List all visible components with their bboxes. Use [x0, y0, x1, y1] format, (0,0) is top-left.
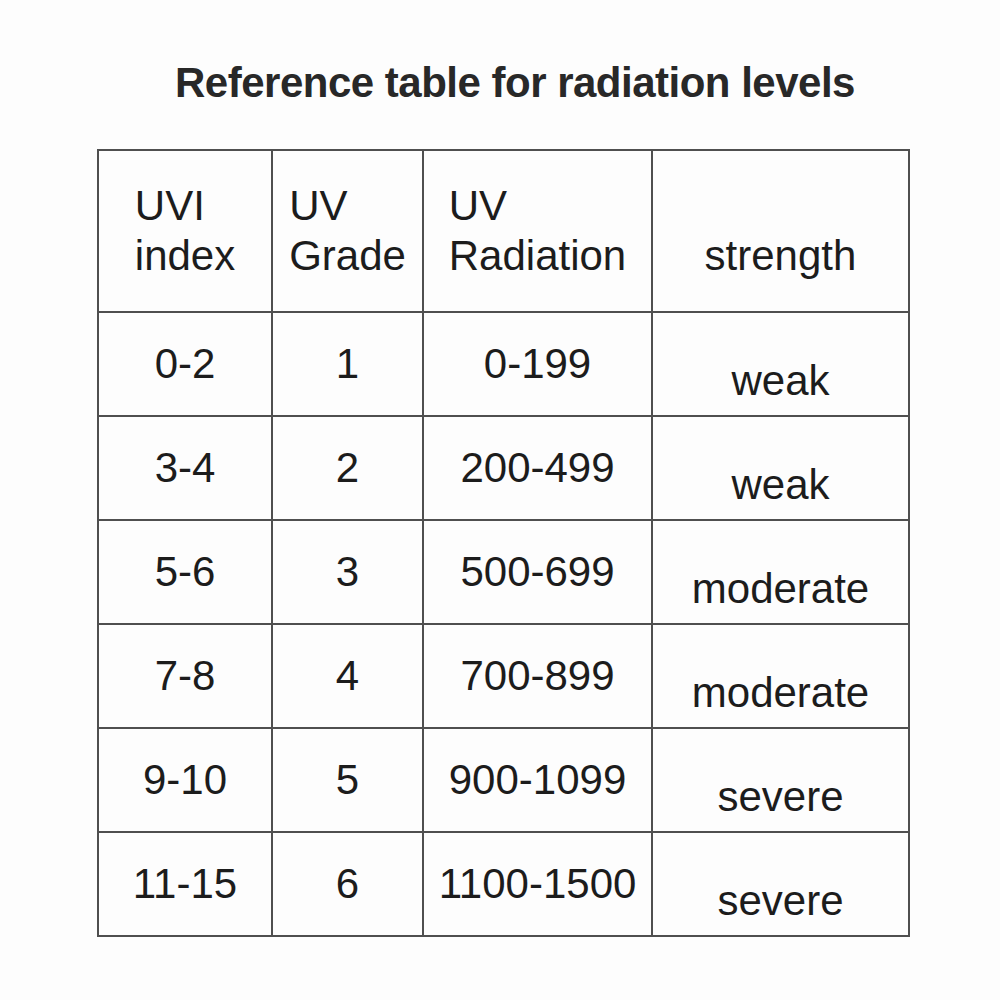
cell-strength: moderate — [652, 624, 909, 728]
cell-uv-radiation: 1100-1500 — [423, 832, 652, 936]
cell-value: weak — [731, 461, 829, 509]
cell-value: 1100-1500 — [439, 860, 637, 908]
cell-value: severe — [717, 773, 843, 821]
cell-uvi-index: 11-15 — [98, 832, 272, 936]
cell-strength: moderate — [652, 520, 909, 624]
cell-uv-radiation: 900-1099 — [423, 728, 652, 832]
cell-value: moderate — [692, 565, 869, 613]
cell-uv-grade: 2 — [272, 416, 423, 520]
column-header-uvi-index: UVI index — [98, 150, 272, 312]
column-header-label: strength — [705, 231, 857, 281]
cell-value: 200-499 — [460, 444, 614, 492]
cell-uv-radiation: 0-199 — [423, 312, 652, 416]
table-row: 11-15 6 1100-1500 severe — [98, 832, 909, 936]
cell-value: 500-699 — [460, 548, 614, 596]
cell-value: 5 — [336, 756, 359, 804]
cell-value: 2 — [336, 444, 359, 492]
cell-value: 1 — [336, 340, 359, 388]
column-header-uv-radiation: UV Radiation — [423, 150, 652, 312]
cell-value: severe — [717, 877, 843, 925]
cell-value: 3 — [336, 548, 359, 596]
table-row: 3-4 2 200-499 weak — [98, 416, 909, 520]
cell-value: 900-1099 — [449, 756, 627, 804]
cell-value: 9-10 — [143, 756, 227, 804]
cell-value: 0-199 — [484, 340, 591, 388]
cell-value: moderate — [692, 669, 869, 717]
cell-uvi-index: 3-4 — [98, 416, 272, 520]
cell-value: 6 — [336, 860, 359, 908]
cell-strength: severe — [652, 728, 909, 832]
cell-uvi-index: 5-6 — [98, 520, 272, 624]
table-row: 9-10 5 900-1099 severe — [98, 728, 909, 832]
cell-value: 5-6 — [155, 548, 216, 596]
cell-uv-grade: 5 — [272, 728, 423, 832]
page-title: Reference table for radiation levels — [15, 59, 1000, 107]
cell-value: 7-8 — [155, 652, 216, 700]
table-row: 0-2 1 0-199 weak — [98, 312, 909, 416]
cell-value: 0-2 — [155, 340, 216, 388]
cell-value: 11-15 — [133, 860, 237, 908]
cell-uvi-index: 9-10 — [98, 728, 272, 832]
cell-uvi-index: 7-8 — [98, 624, 272, 728]
cell-value: 4 — [336, 652, 359, 700]
cell-uv-radiation: 700-899 — [423, 624, 652, 728]
table-row: 5-6 3 500-699 moderate — [98, 520, 909, 624]
cell-strength: weak — [652, 312, 909, 416]
column-header-label: UV Radiation — [449, 181, 626, 281]
cell-strength: weak — [652, 416, 909, 520]
cell-value: 3-4 — [155, 444, 216, 492]
cell-uv-grade: 6 — [272, 832, 423, 936]
cell-value: weak — [731, 357, 829, 405]
cell-uv-radiation: 200-499 — [423, 416, 652, 520]
cell-uvi-index: 0-2 — [98, 312, 272, 416]
column-header-label: UV Grade — [289, 181, 406, 281]
column-header-label: UVI index — [135, 181, 235, 281]
cell-uv-grade: 1 — [272, 312, 423, 416]
cell-strength: severe — [652, 832, 909, 936]
cell-uv-grade: 3 — [272, 520, 423, 624]
cell-uv-grade: 4 — [272, 624, 423, 728]
cell-value: 700-899 — [460, 652, 614, 700]
cell-uv-radiation: 500-699 — [423, 520, 652, 624]
table-row: 7-8 4 700-899 moderate — [98, 624, 909, 728]
table-header-row: UVI index UV Grade UV Radiation strength — [98, 150, 909, 312]
column-header-strength: strength — [652, 150, 909, 312]
radiation-reference-table: UVI index UV Grade UV Radiation strength… — [97, 149, 910, 937]
column-header-uv-grade: UV Grade — [272, 150, 423, 312]
